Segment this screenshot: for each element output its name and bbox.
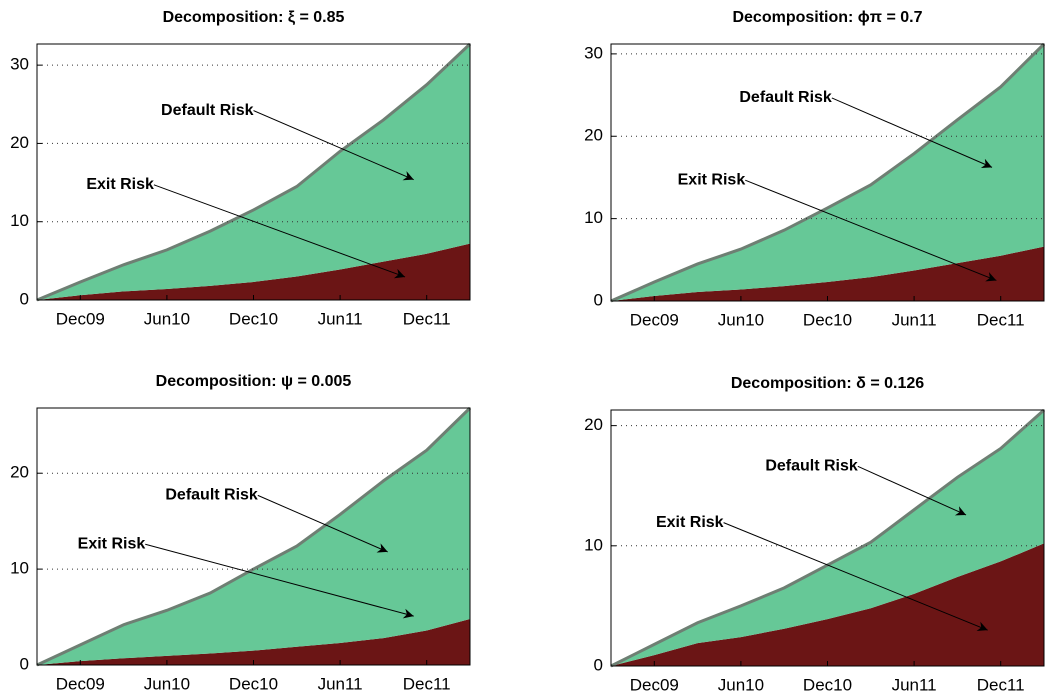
annotation-arrow [745, 179, 997, 282]
x-tick-label: Dec10 [803, 675, 852, 694]
y-tick-label: 10 [584, 208, 603, 227]
area [611, 44, 1044, 301]
x-tick-label: Jun11 [892, 675, 937, 694]
y-tick-label: 0 [20, 289, 29, 308]
y-tick-label: 10 [10, 559, 29, 578]
area [37, 408, 470, 665]
y-tick-label: 10 [10, 211, 29, 230]
area [611, 543, 1044, 666]
y-tick-label: 0 [20, 654, 29, 673]
annotation: Default Risk [739, 89, 832, 106]
x-tick-label: Jun11 [318, 309, 363, 328]
annotation: Default Risk [765, 458, 858, 475]
y-tick-label: 20 [10, 463, 29, 482]
annotation-arrow [723, 522, 988, 632]
x-tick-label: Dec10 [803, 310, 852, 329]
y-tick-label: 0 [594, 655, 603, 674]
x-tick-label: Dec09 [630, 675, 679, 694]
annotation-arrow [831, 97, 993, 168]
chart-title: Decomposition: ξ = 0.85 [163, 9, 345, 26]
y-tick-label: 30 [10, 55, 29, 74]
annotation-arrow [253, 110, 414, 181]
area-top-line [36, 42, 472, 302]
x-tick-label: Jun11 [892, 310, 937, 329]
y-tick-label: 10 [584, 535, 603, 554]
y-tick-label: 0 [594, 290, 603, 309]
x-tick-label: Dec10 [229, 674, 278, 693]
area [37, 44, 470, 300]
area [37, 618, 470, 665]
area [611, 410, 1044, 666]
x-tick-label: Dec11 [977, 675, 1025, 694]
annotation: Exit Risk [678, 171, 746, 188]
area [37, 243, 470, 300]
area [611, 246, 1044, 301]
chart-title: Decomposition: ϕπ = 0.7 [732, 9, 922, 26]
x-tick-label: Dec11 [977, 310, 1025, 329]
annotation: Exit Risk [86, 176, 154, 193]
y-tick-label: 30 [584, 43, 603, 62]
axes-box [36, 407, 471, 666]
annotation: Default Risk [165, 487, 258, 504]
x-tick-label: Dec11 [403, 309, 451, 328]
x-tick-label: Jun10 [144, 674, 190, 693]
x-tick-label: Jun11 [318, 674, 363, 693]
x-tick-label: Jun10 [144, 309, 190, 328]
annotation: Default Risk [161, 102, 254, 119]
annotation-arrow [257, 494, 388, 553]
y-tick-label: 20 [584, 126, 603, 145]
y-tick-label: 20 [10, 133, 29, 152]
x-tick-label: Dec09 [56, 674, 105, 693]
chart-title: Decomposition: δ = 0.126 [731, 375, 924, 392]
x-tick-label: Dec09 [56, 309, 105, 328]
x-tick-label: Jun10 [718, 675, 764, 694]
annotation-arrow [145, 543, 414, 619]
area-top-line [36, 406, 472, 667]
x-tick-label: Dec09 [630, 310, 679, 329]
annotation-arrow [153, 184, 406, 279]
x-tick-label: Dec10 [229, 309, 278, 328]
x-tick-label: Jun10 [718, 310, 764, 329]
y-tick-label: 20 [584, 415, 603, 434]
annotation: Exit Risk [78, 535, 146, 552]
annotation-arrow [857, 465, 967, 516]
x-tick-label: Dec11 [403, 674, 451, 693]
area-top-line [610, 42, 1046, 303]
axes-box [610, 409, 1045, 667]
axes-box [36, 43, 471, 301]
chart-title: Decomposition: ψ = 0.005 [156, 373, 352, 390]
axes-box [610, 43, 1045, 302]
annotation: Exit Risk [656, 514, 724, 531]
